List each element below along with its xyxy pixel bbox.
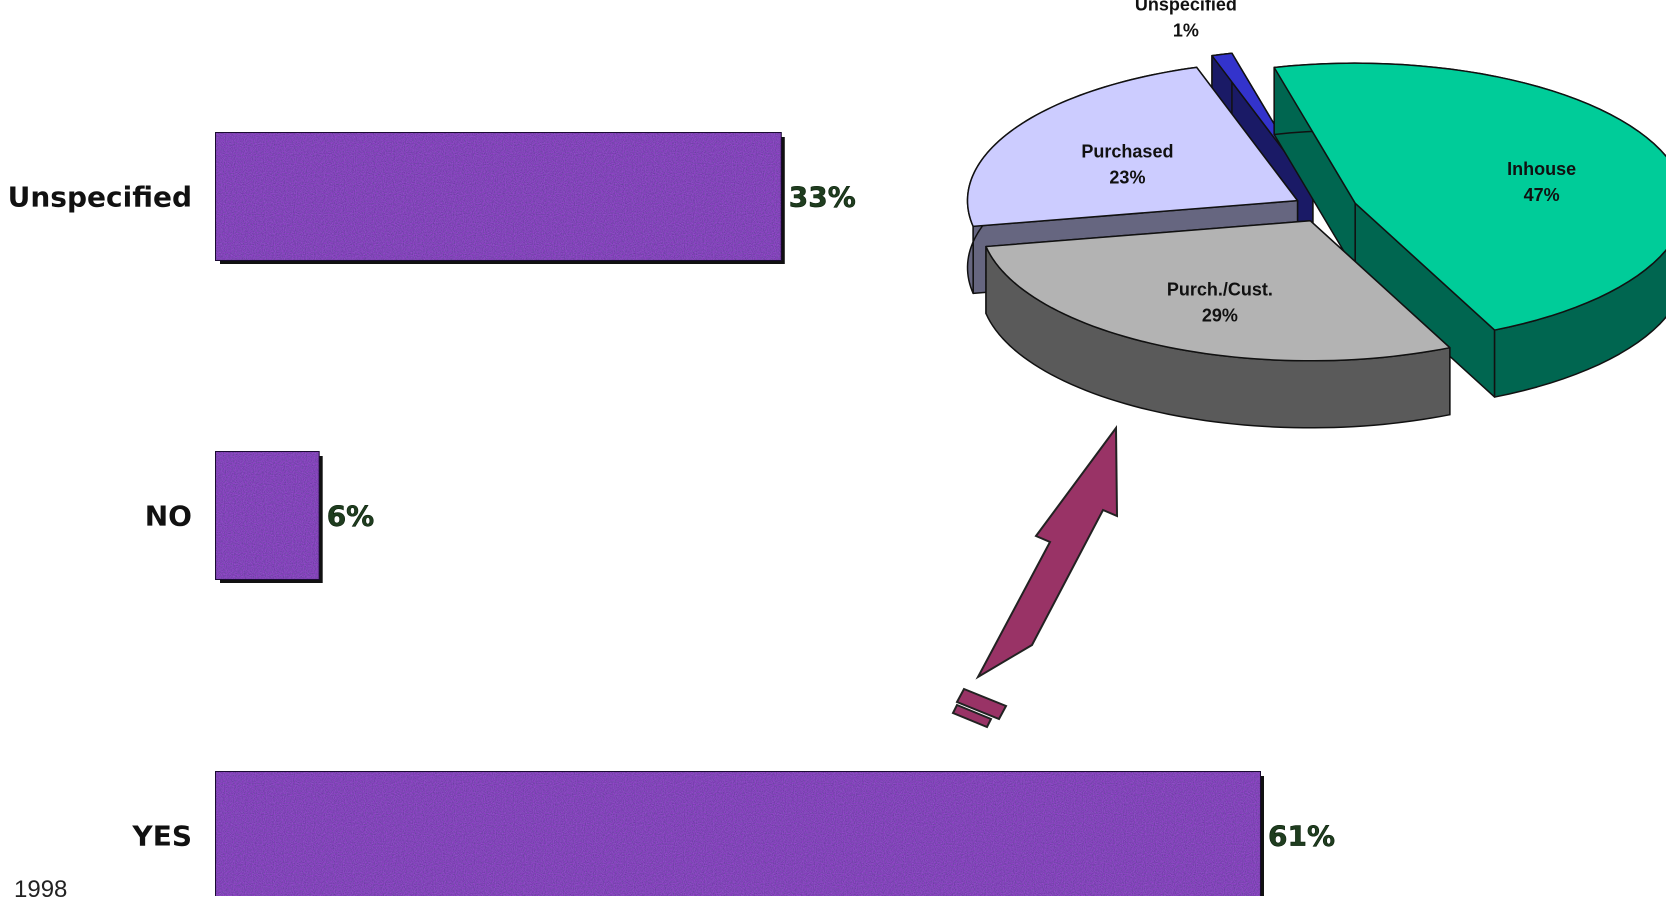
category-label: Unspecified (8, 181, 192, 214)
slice-top (1273, 62, 1666, 331)
category-label: YES (131, 820, 192, 853)
arrow-tail-segment (955, 687, 1008, 721)
pie-data-label: 1% (1173, 20, 1199, 40)
bar-chart: Unspecified 33% NO 6% YES 61% (8, 132, 1335, 896)
bar-texture (216, 772, 1260, 896)
data-label: 6% (327, 500, 375, 533)
pie-category-label: Inhouse (1507, 159, 1576, 179)
slice-top (985, 220, 1451, 362)
pie-chart: Inhouse 47% Unspecified 1% Purchased 23% Purch… (966, 0, 1666, 429)
pie-category-label: Purch./Cust. (1167, 280, 1273, 300)
arrow-tail-segment (951, 703, 993, 729)
pie-data-label: 23% (1109, 168, 1145, 188)
pie-slice-inhouse (1273, 62, 1666, 398)
category-label: NO (145, 500, 192, 533)
data-label: 61% (1268, 820, 1335, 853)
pie-data-label: 47% (1524, 185, 1560, 205)
footer-year: 1998 (14, 876, 68, 903)
slice-top (966, 66, 1299, 228)
pointer-arrow (951, 425, 1119, 729)
pie-data-label: 29% (1202, 306, 1238, 326)
data-label: 33% (789, 181, 856, 214)
bar-texture (216, 452, 319, 579)
arrow-shaft (975, 425, 1119, 680)
pie-category-label: Purchased (1081, 142, 1173, 162)
bar-texture (216, 133, 781, 260)
pie-category-label: Unspecified (1135, 0, 1237, 14)
pie-slice-purch-cust- (985, 220, 1451, 429)
